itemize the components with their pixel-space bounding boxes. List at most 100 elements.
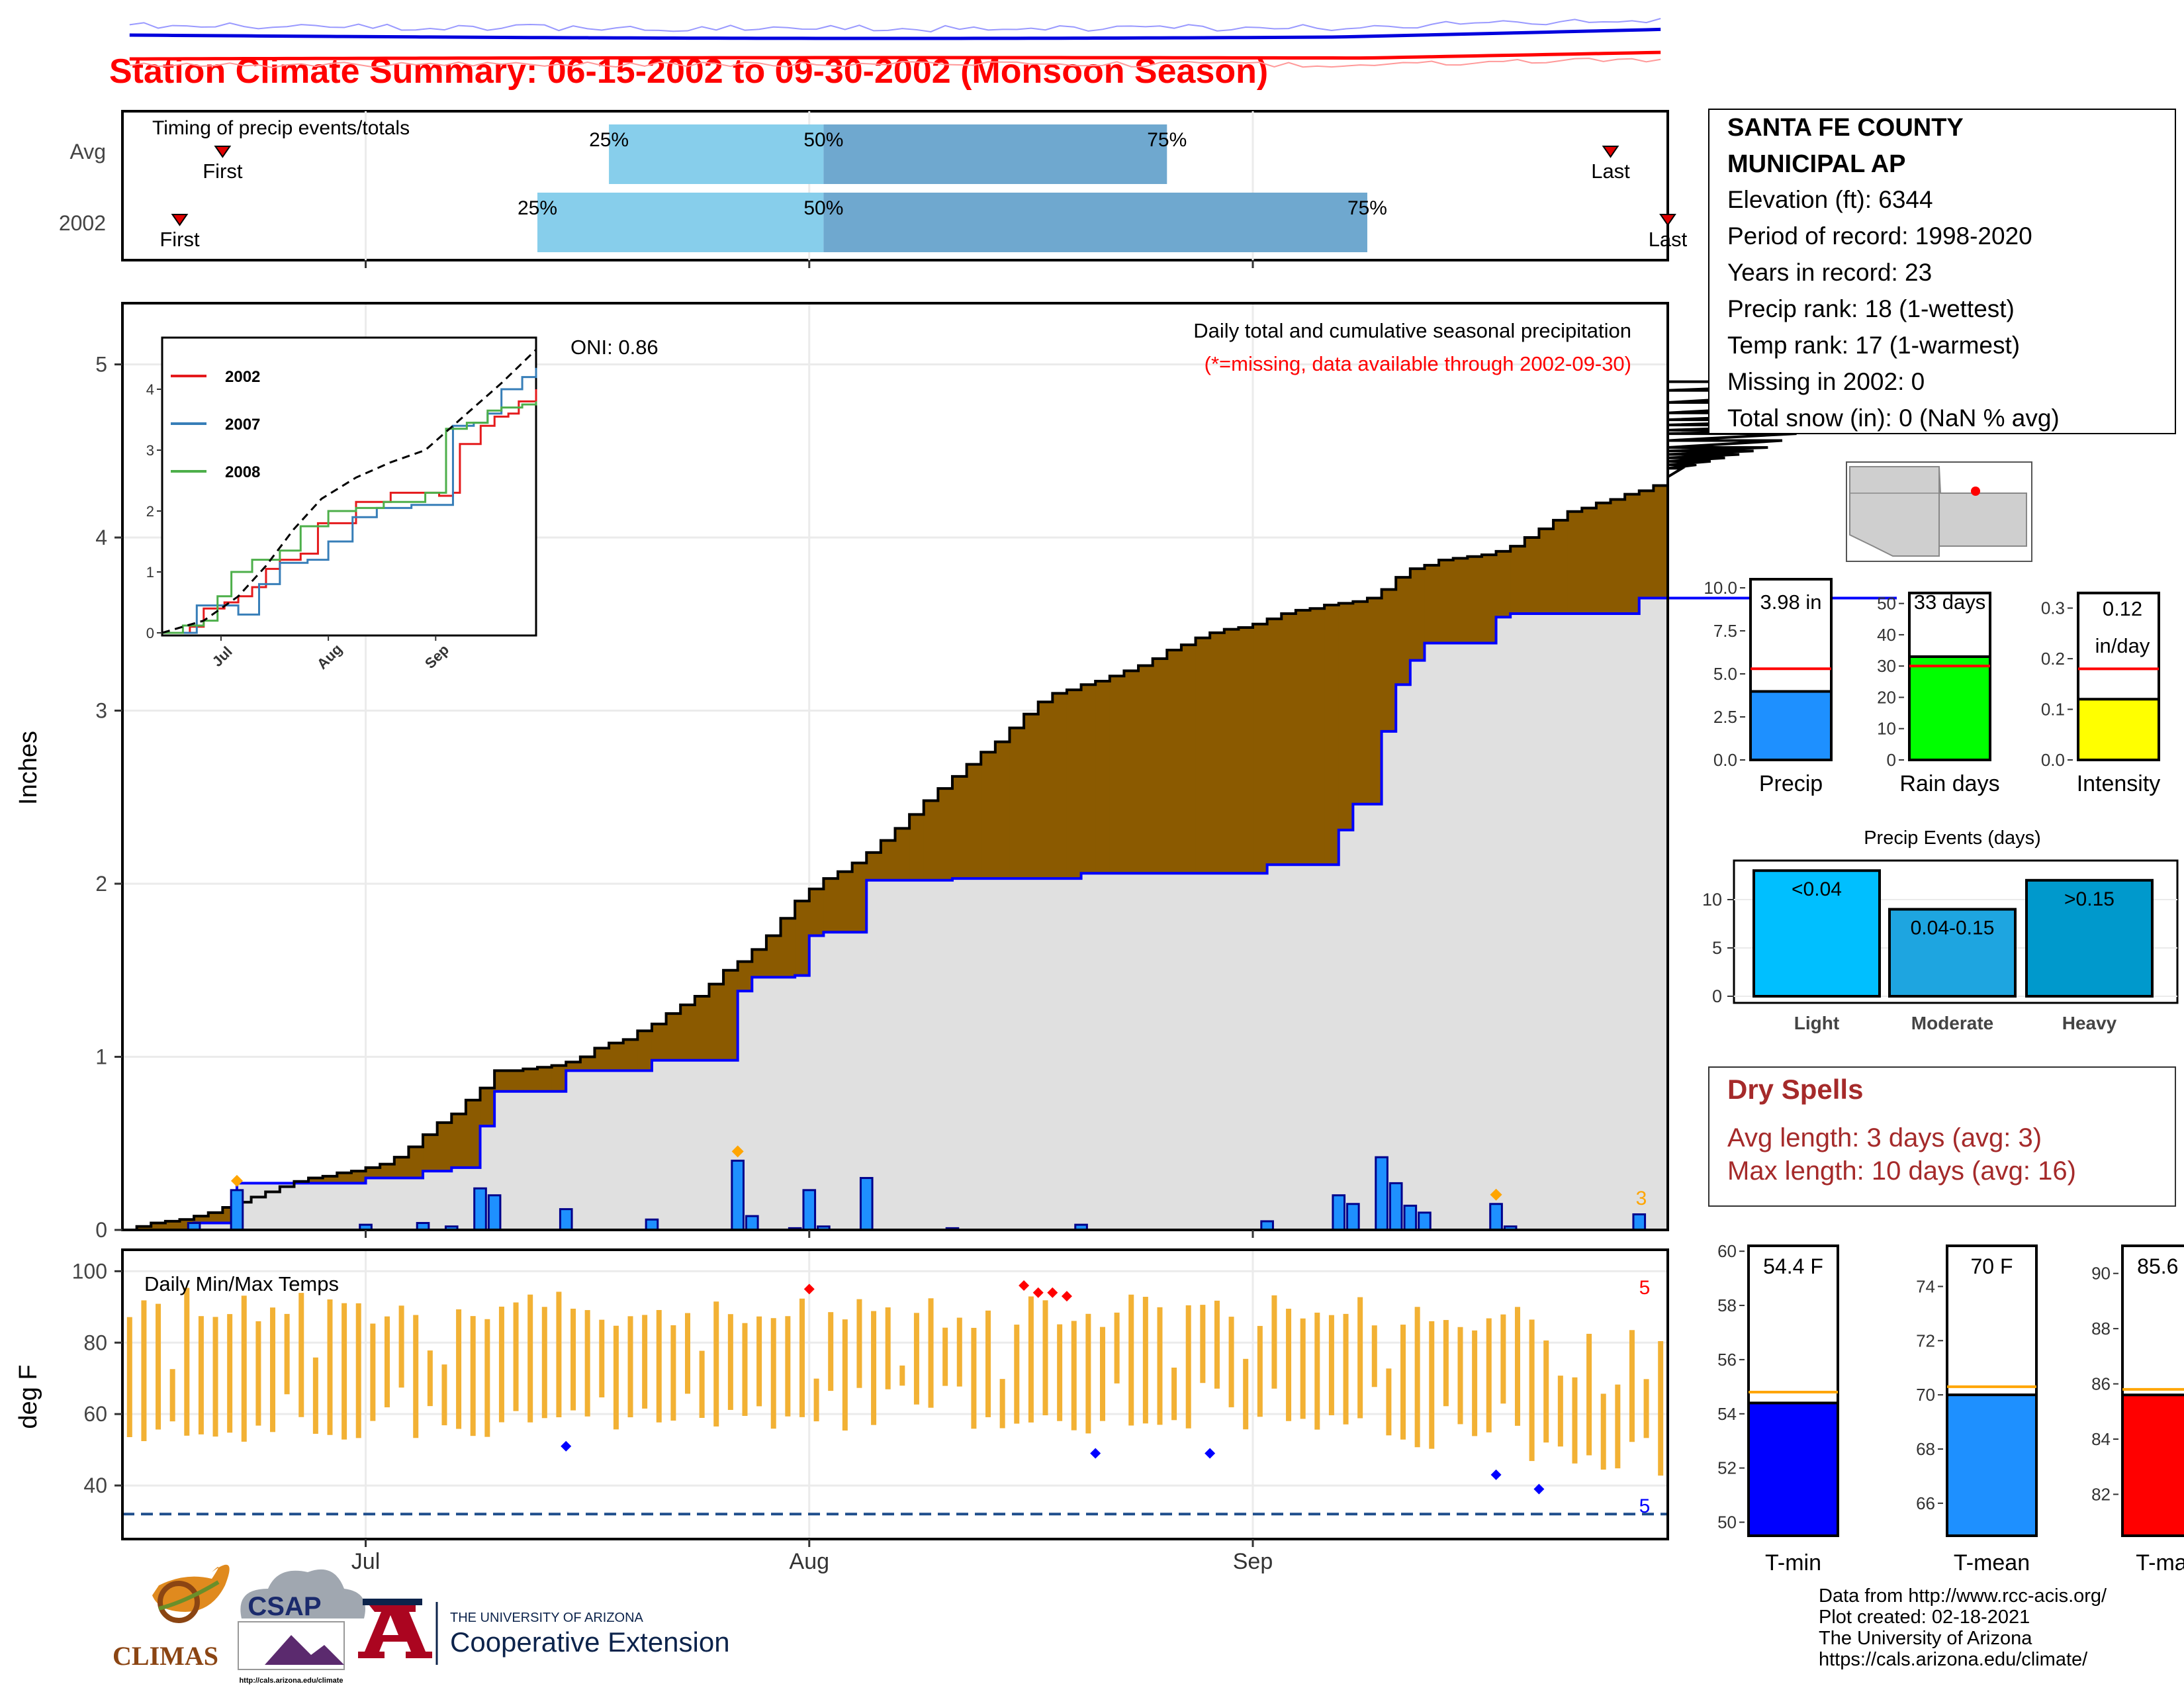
below-average-fill bbox=[609, 1043, 624, 1071]
daily-precip-bar bbox=[745, 1215, 759, 1231]
timing-first-label: First bbox=[159, 228, 200, 251]
temp-summary-y-tick-label: 90 bbox=[2091, 1264, 2111, 1284]
below-average-fill bbox=[1224, 629, 1239, 874]
events-title: Precip Events (days) bbox=[1864, 827, 2041, 849]
daily-temp-bar bbox=[856, 1299, 862, 1388]
below-average-fill bbox=[952, 776, 968, 879]
daily-temp-bar bbox=[599, 1319, 605, 1398]
below-average-fill bbox=[752, 949, 767, 978]
timing-pct-label: 50% bbox=[803, 197, 843, 219]
below-average-fill bbox=[766, 935, 782, 978]
below-average-fill bbox=[523, 1068, 538, 1092]
temp-summary-label: T-max bbox=[2136, 1550, 2184, 1575]
summary-y-tick-label: 0.1 bbox=[2041, 700, 2065, 720]
daily-temp-bar bbox=[1615, 1384, 1621, 1469]
below-average-fill bbox=[1210, 632, 1225, 874]
station-info-line: Period of record: 1998-2020 bbox=[1727, 222, 2032, 250]
temp-summary-y-tick-label: 70 bbox=[1916, 1385, 1935, 1405]
average-min-line bbox=[129, 27, 1661, 40]
temp-summary-label: T-mean bbox=[1954, 1550, 2030, 1575]
temp-summary-y-tick-label: 88 bbox=[2091, 1319, 2111, 1338]
daily-temp-bar bbox=[913, 1313, 919, 1405]
daily-temp-bar bbox=[1472, 1330, 1478, 1436]
record-low-marker bbox=[561, 1440, 572, 1452]
events-bar bbox=[1752, 869, 1881, 998]
temp-summary-y-tick-label: 74 bbox=[1916, 1276, 1935, 1296]
daily-temp-bar bbox=[1200, 1305, 1206, 1383]
below-average-fill bbox=[351, 1171, 367, 1184]
csap-logo-text: CSAP bbox=[248, 1592, 321, 1621]
temp-title: Daily Min/Max Temps bbox=[144, 1272, 339, 1295]
daily-temp-bar bbox=[1543, 1340, 1549, 1443]
events-y-tick-label: 5 bbox=[1712, 938, 1722, 958]
record-low-marker bbox=[1533, 1483, 1545, 1495]
ua-small-text: THE UNIVERSITY OF ARIZONA bbox=[450, 1611, 644, 1625]
daily-temp-bar bbox=[1343, 1313, 1349, 1425]
below-average-fill bbox=[1424, 565, 1439, 643]
daily-temp-bar bbox=[126, 1317, 132, 1437]
below-average-fill bbox=[408, 1147, 424, 1178]
daily-temp-bar bbox=[1114, 1312, 1120, 1383]
timing-pct-label: 75% bbox=[1347, 197, 1387, 219]
csap-logo: CSAP http://cals.arizona.edu/climate bbox=[238, 1569, 365, 1685]
daily-temp-bar bbox=[184, 1288, 190, 1436]
hot-count: 5 bbox=[1639, 1277, 1651, 1299]
temp-summary-text: 85.6 F bbox=[2137, 1254, 2184, 1278]
oni-label: ONI: 0.86 bbox=[570, 336, 659, 359]
below-average-fill bbox=[1553, 520, 1569, 614]
summary-y-tick-label: 0.3 bbox=[2041, 598, 2065, 618]
daily-precip-bar bbox=[802, 1189, 817, 1231]
daily-temp-bar bbox=[1629, 1330, 1635, 1442]
daily-temp-bar bbox=[742, 1323, 748, 1416]
daily-temp-bar bbox=[1457, 1327, 1463, 1425]
below-average-fill bbox=[1467, 556, 1482, 643]
temp-summary-value bbox=[1946, 1393, 2038, 1537]
record-high-marker bbox=[1019, 1280, 1030, 1291]
summary-y-tick-label: 5.0 bbox=[1713, 664, 1737, 684]
y-tick-label: 1 bbox=[95, 1045, 107, 1069]
below-average-fill bbox=[1367, 598, 1383, 804]
below-average-fill bbox=[838, 871, 853, 933]
daily-temp-bar bbox=[1128, 1294, 1134, 1426]
events-category-label: Moderate bbox=[1911, 1013, 1993, 1033]
below-average-fill bbox=[1510, 546, 1525, 614]
y-tick-label: 3 bbox=[95, 699, 107, 723]
temp-summary-label: T-min bbox=[1765, 1550, 1821, 1575]
month-label: Sep bbox=[1233, 1549, 1273, 1574]
extreme-precip-marker bbox=[731, 1145, 744, 1158]
daily-temp-bar bbox=[169, 1369, 175, 1422]
events-bar-label: <0.04 bbox=[1792, 878, 1842, 900]
below-average-fill bbox=[1238, 627, 1253, 874]
temp-summary-y-tick-label: 66 bbox=[1916, 1493, 1935, 1513]
timing-pct-label: 25% bbox=[518, 197, 557, 219]
daily-precip-bar bbox=[1332, 1194, 1346, 1231]
location-map bbox=[1846, 461, 2032, 562]
daily-temp-bar bbox=[1658, 1341, 1664, 1476]
station-location-marker bbox=[1971, 487, 1980, 496]
temp-summary-value bbox=[1747, 1401, 1839, 1538]
below-average-fill bbox=[1324, 604, 1340, 865]
below-average-fill bbox=[165, 1221, 181, 1230]
daily-temp-bar bbox=[1271, 1295, 1277, 1389]
daily-precip-bar bbox=[473, 1187, 487, 1231]
daily-temp-bar bbox=[713, 1301, 719, 1427]
daily-temp-bar bbox=[1586, 1333, 1592, 1456]
timing-pct-label: 75% bbox=[1147, 129, 1187, 151]
below-average-fill bbox=[923, 800, 938, 880]
events-bar bbox=[2025, 878, 2154, 998]
below-average-fill bbox=[1453, 558, 1468, 643]
daily-temp-bar bbox=[1414, 1307, 1420, 1448]
temp-summary-charts: 50 52 54 56 58 60 54.4 F T-min 66 68 70 72 74 70 F T-m… bbox=[1717, 1241, 2184, 1575]
temp-summary-y-tick-label: 84 bbox=[2091, 1429, 2111, 1449]
daily-temp-bar bbox=[1286, 1309, 1292, 1421]
daily-temp-bar bbox=[427, 1350, 433, 1407]
timing-bar-25-50 bbox=[609, 124, 824, 184]
below-average-fill bbox=[1381, 589, 1396, 731]
precip-events-chart: Precip Events (days) 0 5 10 <0.04 Light 0.04-… bbox=[1702, 827, 2179, 1033]
below-average-fill bbox=[1396, 577, 1411, 685]
below-average-fill bbox=[566, 1062, 581, 1071]
timing-first-marker bbox=[171, 214, 189, 226]
daily-precip-bar bbox=[1489, 1203, 1503, 1231]
daily-temp-bar bbox=[1529, 1319, 1535, 1462]
daily-precip-bar bbox=[1418, 1211, 1432, 1231]
